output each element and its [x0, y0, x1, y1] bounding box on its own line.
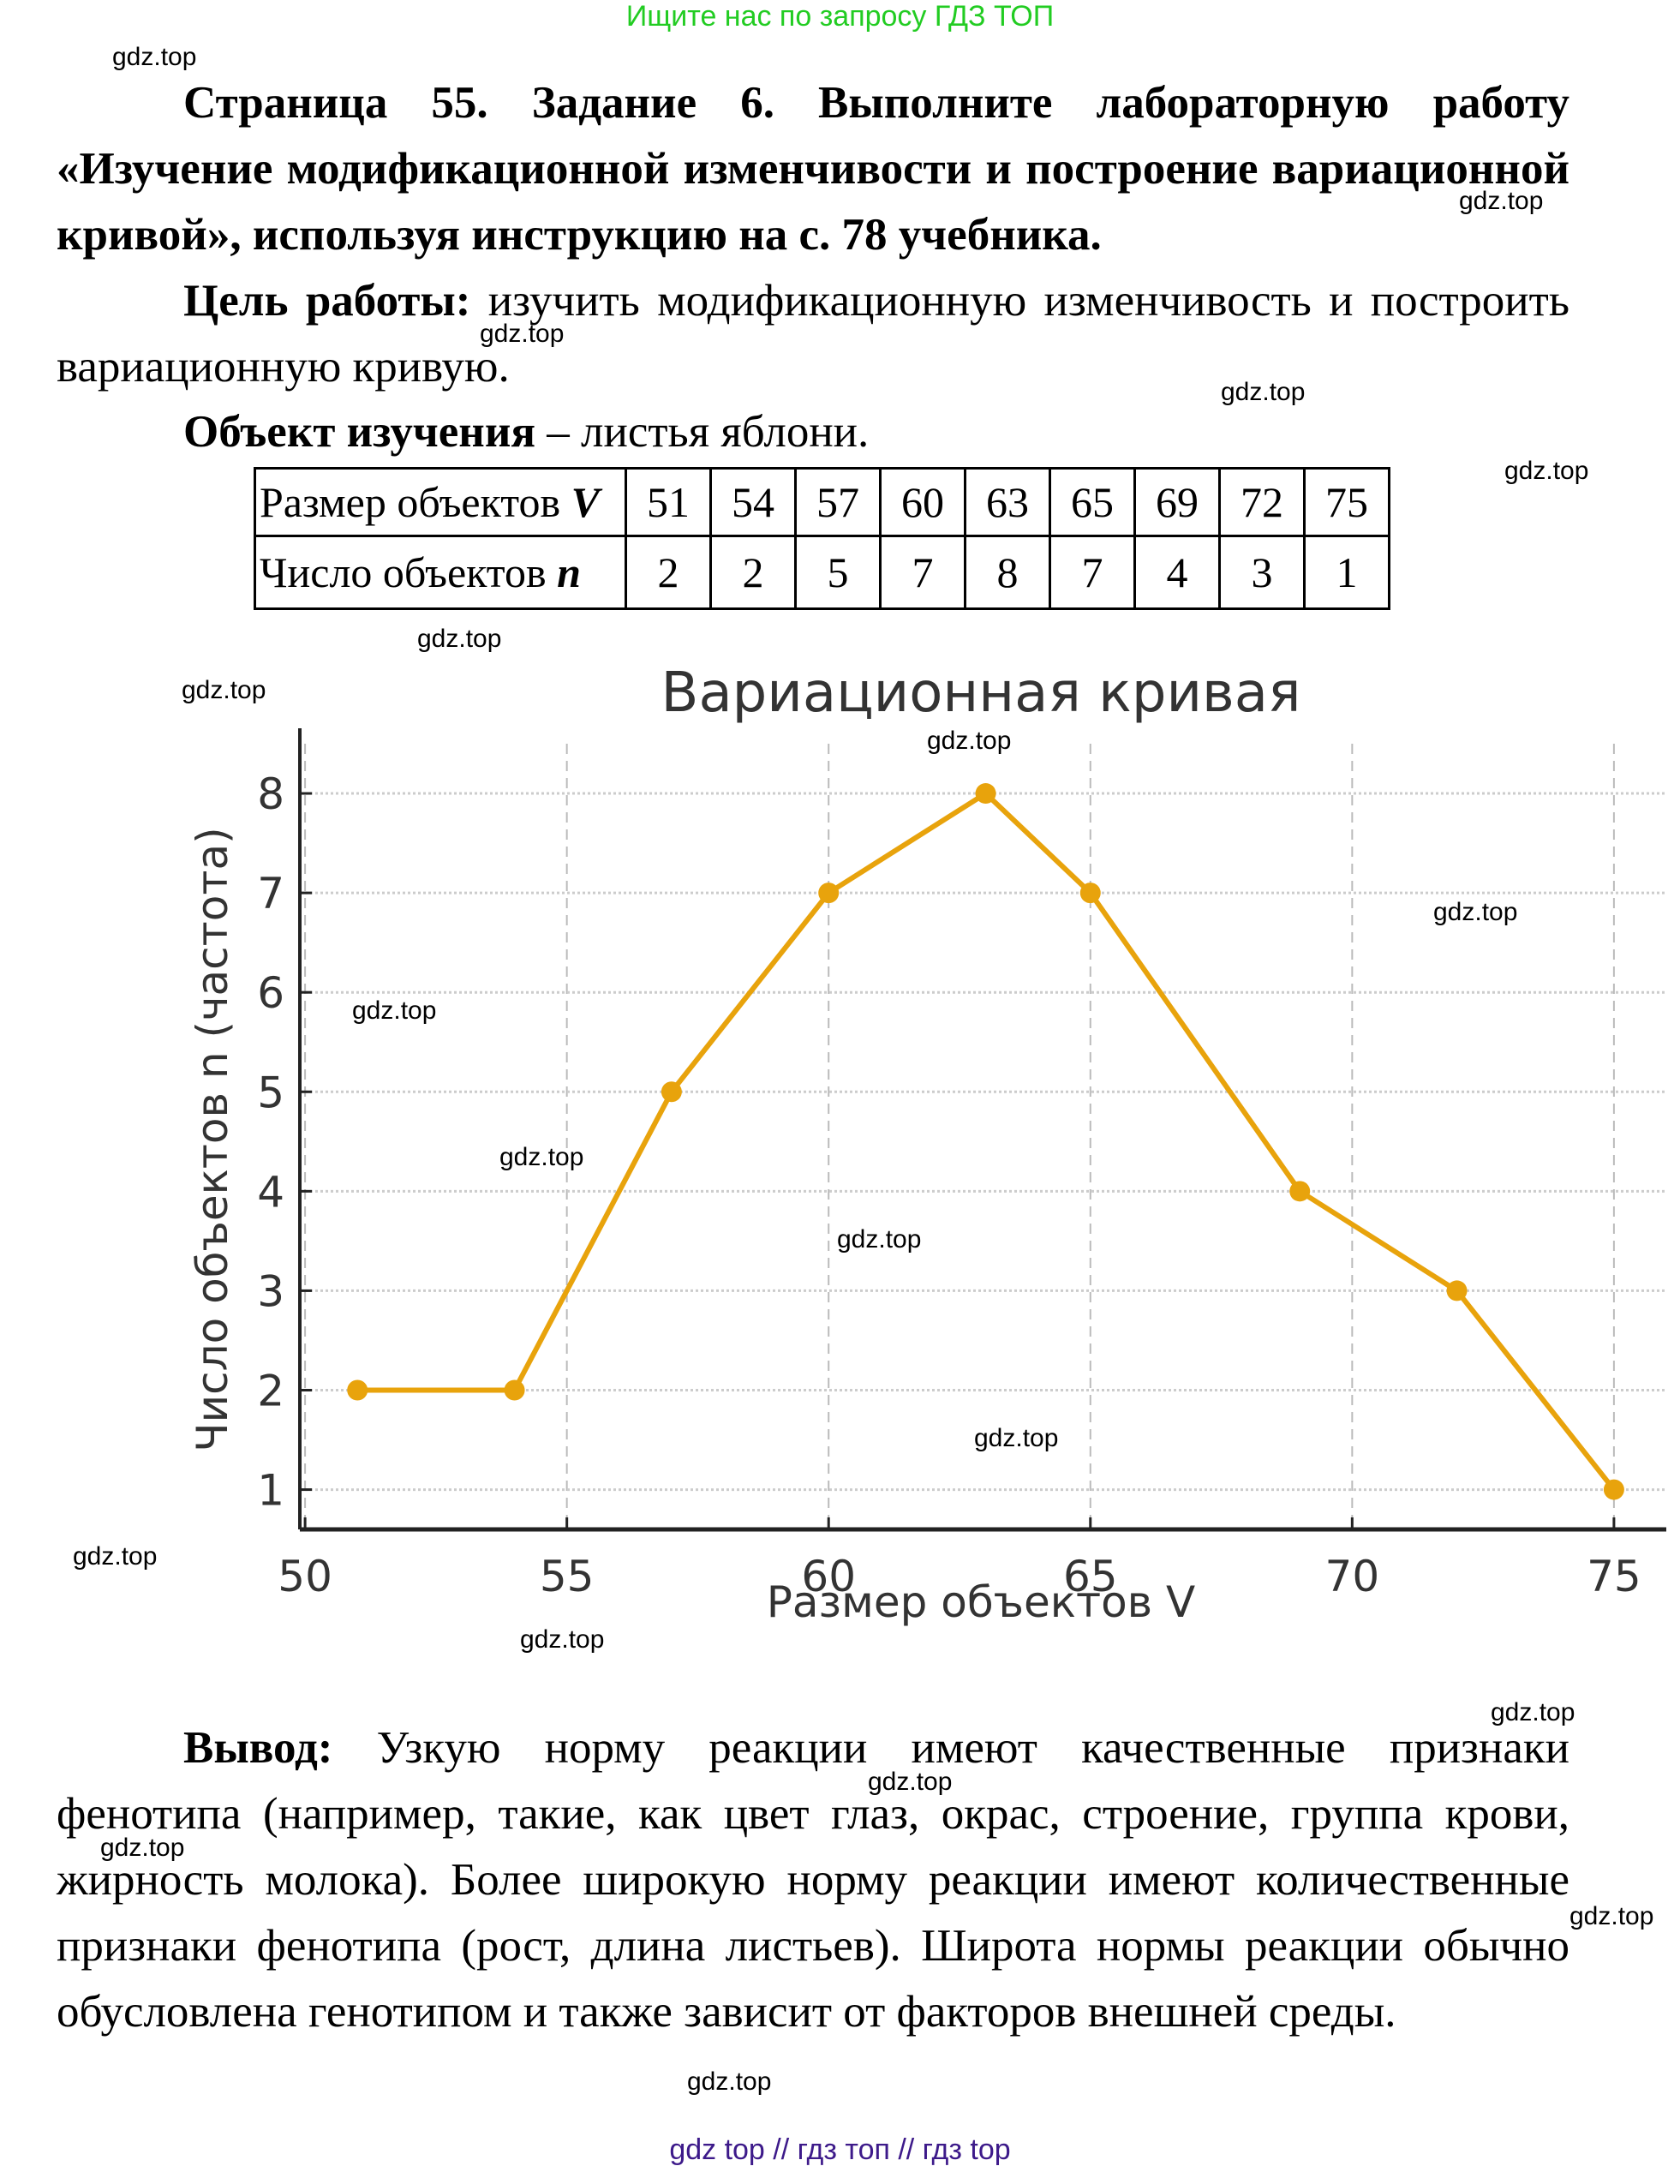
x-tick-label: 65 [1063, 1552, 1118, 1601]
x-tick-label: 75 [1587, 1552, 1641, 1601]
table-cell: 60 [879, 467, 966, 537]
watermark: gdz.top [974, 1424, 1059, 1452]
data-point-marker [661, 1081, 682, 1103]
watermark: gdz.top [1433, 898, 1518, 926]
goal-paragraph: Цель работы: изучить модификационную изм… [57, 268, 1569, 400]
conclusion-paragraph: Вывод: Узкую норму реакции имеют качеств… [57, 1715, 1569, 2045]
table-cell: 2 [709, 535, 797, 610]
table-cell: 7 [1049, 535, 1136, 610]
watermark: gdz.top [837, 1225, 922, 1254]
chart-grid [300, 744, 1666, 1529]
y-axis-label: Число объектов n (частота) [188, 827, 237, 1451]
table-row-sizes: Размер объектов V 51 54 57 60 63 65 69 7… [254, 467, 1390, 537]
series-line [357, 791, 1617, 1492]
data-point-marker [504, 1379, 525, 1401]
watermark: gdz.top [480, 320, 565, 348]
table-cell: 65 [1049, 467, 1136, 537]
data-point-marker [1079, 883, 1101, 904]
goal-label: Цель работы: [183, 276, 471, 326]
table-cell: 8 [964, 535, 1051, 610]
table-cell: 1 [1303, 535, 1390, 610]
x-axis-ticks: 50 55 60 65 70 75 [278, 1517, 1641, 1601]
footer-links[interactable]: gdz top // гдз топ // гдз top [669, 2133, 1011, 2166]
table-cell: 54 [709, 467, 797, 537]
watermark: gdz.top [520, 1625, 605, 1654]
y-tick-label: 5 [257, 1068, 284, 1117]
watermark: gdz.top [1221, 378, 1306, 406]
x-tick-label: 55 [540, 1552, 595, 1601]
watermark: gdz.top [1459, 187, 1544, 215]
x-tick-label: 70 [1325, 1552, 1380, 1601]
y-axis-ticks: 1 2 3 4 5 6 7 8 [257, 769, 312, 1516]
table-row-counts: Число объектов n 2 2 5 7 8 7 4 3 1 [254, 535, 1390, 610]
watermark: gdz.top [100, 1834, 185, 1862]
watermark: gdz.top [1504, 457, 1589, 485]
x-tick-label: 60 [801, 1552, 856, 1601]
table-cell: 72 [1218, 467, 1306, 537]
table-cell: 4 [1133, 535, 1221, 610]
table-cell: 75 [1303, 467, 1390, 537]
table-cell: 3 [1218, 535, 1306, 610]
watermark: gdz.top [927, 727, 1012, 755]
y-tick-label: 2 [257, 1366, 284, 1415]
watermark: gdz.top [1491, 1698, 1575, 1726]
search-banner[interactable]: Ищите нас по запросу ГДЗ ТОП [625, 0, 1055, 33]
y-tick-label: 6 [257, 968, 284, 1018]
x-tick-label: 50 [278, 1552, 332, 1601]
table-cell: 63 [964, 467, 1051, 537]
data-table: Размер объектов V 51 54 57 60 63 65 69 7… [254, 467, 1390, 610]
watermark: gdz.top [112, 43, 197, 71]
data-point-marker [1289, 1181, 1311, 1202]
table-cell: 7 [879, 535, 966, 610]
y-tick-label: 4 [257, 1167, 284, 1217]
table-cell: 2 [625, 535, 712, 610]
watermark: gdz.top [499, 1143, 584, 1171]
task-heading: Страница 55. Задание 6. Выполните лабора… [57, 78, 1569, 260]
data-point-marker [1446, 1280, 1468, 1301]
table-cell: 69 [1133, 467, 1221, 537]
data-point-marker [1603, 1479, 1624, 1500]
table-cell: 5 [794, 535, 882, 610]
y-tick-label: 7 [257, 869, 284, 918]
object-text: – листья яблони. [535, 407, 870, 457]
data-point-marker [347, 1379, 368, 1401]
goal-text: изучить модификационную изменчивость и п… [57, 276, 1570, 392]
table-cell: 51 [625, 467, 712, 537]
variation-curve-chart: Вариационная кривая 50 55 60 65 70 75 1 2 3 4 5 6 7… [188, 661, 1666, 1627]
watermark: gdz.top [182, 676, 266, 704]
y-tick-label: 3 [257, 1266, 284, 1316]
y-tick-label: 1 [257, 1466, 284, 1516]
watermark: gdz.top [352, 996, 437, 1025]
watermark: gdz.top [417, 625, 502, 653]
conclusion-text: Узкую норму реакции имеют качественные п… [57, 1723, 1569, 2037]
conclusion-label: Вывод: [183, 1723, 333, 1773]
table-cell: 57 [794, 467, 882, 537]
watermark: gdz.top [1569, 1902, 1654, 1930]
watermark: gdz.top [687, 2067, 772, 2096]
row-header-sizes: Размер объектов V [254, 467, 627, 537]
data-point-marker [975, 783, 996, 805]
object-paragraph: Объект изучения – листья яблони. [57, 399, 1569, 465]
data-series [347, 783, 1624, 1500]
row-header-counts: Число объектов n [254, 535, 627, 610]
data-point-marker [818, 883, 840, 904]
watermark: gdz.top [73, 1542, 158, 1571]
object-label: Объект изучения [183, 407, 536, 457]
y-tick-label: 8 [257, 769, 284, 819]
watermark: gdz.top [868, 1768, 953, 1796]
x-axis-label: Размер объектов V [767, 1577, 1196, 1627]
chart-title: Вариационная кривая [661, 661, 1301, 725]
chart-axes [298, 728, 1666, 1532]
